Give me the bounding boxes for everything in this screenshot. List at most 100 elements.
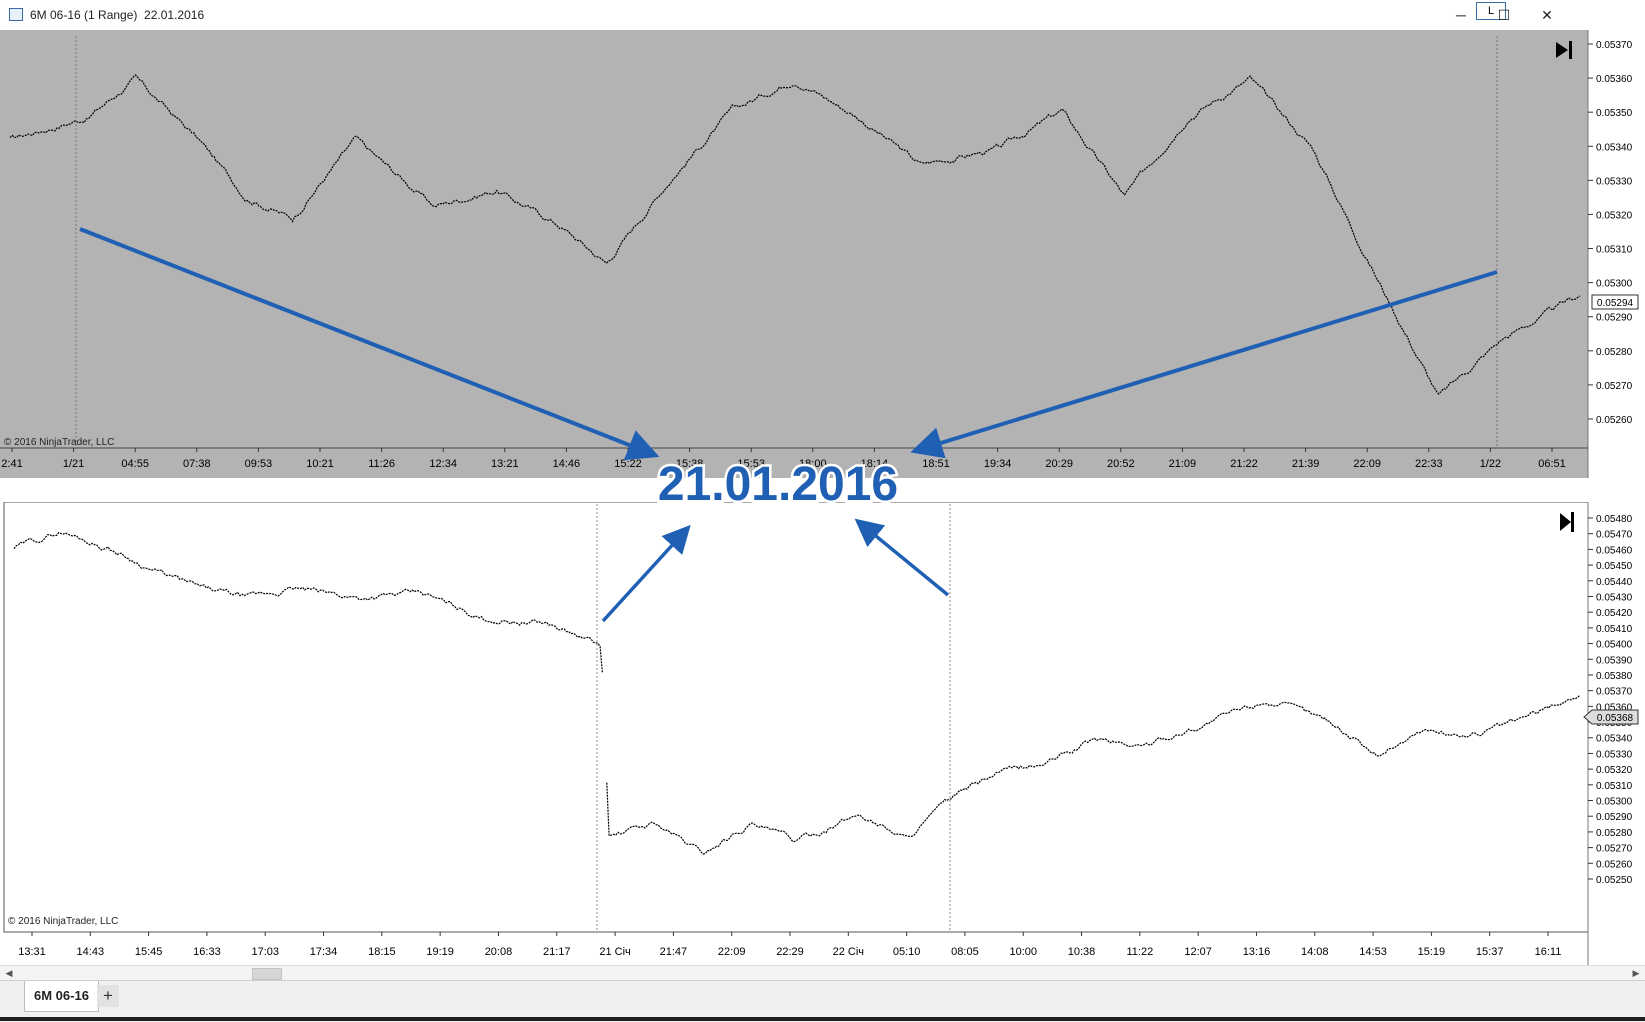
price-tick-label: 0.05280 xyxy=(1596,828,1633,839)
time-tick-label: 10:38 xyxy=(1068,946,1096,958)
time-tick-label: 11:22 xyxy=(1126,946,1153,958)
scroll-to-end-icon[interactable] xyxy=(1560,512,1574,532)
price-tick-label: 0.05330 xyxy=(1596,176,1633,187)
window-title: 6M 06-16 (1 Range) 22.01.2016 xyxy=(30,8,205,22)
bottom-chart-plot-area[interactable] xyxy=(3,502,1589,933)
price-tick-label: 0.05280 xyxy=(1596,347,1633,358)
price-tick-label: 0.05360 xyxy=(1596,74,1633,85)
time-tick-label: 13:16 xyxy=(1243,946,1271,958)
maximize-button[interactable]: ☐ xyxy=(1497,6,1511,23)
top-price-axis[interactable] xyxy=(1588,30,1645,478)
time-tick-label: 15:38 xyxy=(676,458,704,470)
time-tick-label: 18:15 xyxy=(368,946,396,958)
time-tick-label: 21:39 xyxy=(1292,458,1320,470)
tab-label: 6M 06-16 xyxy=(34,988,89,1003)
time-tick-label: 15:22 xyxy=(614,458,642,470)
bottom-current-price-marker xyxy=(1583,709,1639,725)
price-tick-label: 0.05410 xyxy=(1596,624,1633,635)
time-tick-label: 18:00 xyxy=(799,458,827,470)
time-tick-label: 20:08 xyxy=(485,946,513,958)
horizontal-scrollbar[interactable]: ◀ ▶ xyxy=(0,965,1645,981)
time-tick-label: 08:05 xyxy=(951,946,979,958)
price-tick-label: 0.05270 xyxy=(1596,381,1633,392)
time-tick-label: 15:45 xyxy=(135,946,163,958)
price-tick-label: 0.05370 xyxy=(1596,687,1633,698)
tab-6m-06-16[interactable]: 6M 06-16 xyxy=(24,981,99,1012)
time-tick-label: 15:37 xyxy=(1476,946,1504,958)
time-tick-label: 17:03 xyxy=(251,946,279,958)
price-tick-label: 0.05260 xyxy=(1596,859,1633,870)
top-copyright: © 2016 NinjaTrader, LLC xyxy=(4,437,114,448)
time-tick-label: 05:10 xyxy=(893,946,921,958)
time-tick-label: 14:43 xyxy=(77,946,105,958)
price-tick-label: 0.05300 xyxy=(1596,797,1633,808)
time-tick-label: 19:19 xyxy=(426,946,454,958)
tab-strip: 6M 06-16 + xyxy=(0,980,1645,1022)
time-tick-label: 21:47 xyxy=(660,946,688,958)
time-tick-label: 09:53 xyxy=(245,458,273,470)
scroll-left-icon[interactable]: ◀ xyxy=(5,968,13,978)
time-tick-label: 19:34 xyxy=(984,458,1012,470)
top-chart-plot-area[interactable] xyxy=(0,30,1588,478)
price-tick-label: 0.05270 xyxy=(1596,844,1633,855)
price-series-line xyxy=(13,531,1581,855)
panel-divider[interactable] xyxy=(0,478,1645,502)
close-button[interactable]: ✕ xyxy=(1541,6,1553,23)
time-tick-label: 13:21 xyxy=(491,458,519,470)
scroll-right-icon[interactable]: ▶ xyxy=(1632,968,1640,978)
price-tick-label: 0.05260 xyxy=(1596,415,1633,426)
price-tick-label: 0.05430 xyxy=(1596,592,1633,603)
time-tick-label: 2:41 xyxy=(1,458,22,470)
time-tick-label: 1/22 xyxy=(1480,458,1501,470)
time-tick-label: 10:21 xyxy=(306,458,334,470)
price-tick-label: 0.05400 xyxy=(1596,640,1633,651)
title-bar: 6M 06-16 (1 Range) 22.01.2016 L ─ ☐ ✕ xyxy=(0,0,1645,31)
bottom-current-price-label: 0.05368 xyxy=(1597,713,1634,724)
time-tick-label: 22:09 xyxy=(718,946,746,958)
top-price-chart[interactable]: 0.05370 0.05360 0.05350 0.05340 0.05330 0.053… xyxy=(0,30,1645,478)
time-tick-label: 06:51 xyxy=(1538,458,1566,470)
price-tick-label: 0.05350 xyxy=(1596,108,1633,119)
price-tick-label: 0.05330 xyxy=(1596,749,1633,760)
price-tick-label: 0.05390 xyxy=(1596,655,1633,666)
price-tick-label: 0.05470 xyxy=(1596,530,1633,541)
time-tick-label: 22:33 xyxy=(1415,458,1443,470)
time-tick-label: 15:19 xyxy=(1418,946,1446,958)
time-tick-label: 20:52 xyxy=(1107,458,1135,470)
time-tick-label: 14:46 xyxy=(553,458,581,470)
price-series-line xyxy=(9,74,1581,395)
price-tick-label: 0.05440 xyxy=(1596,577,1633,588)
price-tick-label: 0.05290 xyxy=(1596,313,1633,324)
time-tick-label: 18:14 xyxy=(861,458,889,470)
time-tick-label: 1/21 xyxy=(63,458,84,470)
price-tick-label: 0.05420 xyxy=(1596,608,1633,619)
minimize-button[interactable]: ─ xyxy=(1456,7,1466,23)
bottom-price-axis-labels: 0.05480 0.05470 0.05460 0.05450 0.05440 0.054… xyxy=(1588,514,1633,886)
time-tick-label: 21 Січ xyxy=(599,946,630,958)
time-tick-label: 22:29 xyxy=(776,946,804,958)
time-tick-label: 22 Січ xyxy=(833,946,864,958)
price-tick-label: 0.05310 xyxy=(1596,245,1633,256)
price-tick-label: 0.05310 xyxy=(1596,781,1633,792)
price-tick-label: 0.05380 xyxy=(1596,671,1633,682)
time-tick-label: 07:38 xyxy=(183,458,211,470)
price-tick-label: 0.05320 xyxy=(1596,210,1633,221)
time-tick-label: 04:55 xyxy=(121,458,149,470)
price-tick-label: 0.05300 xyxy=(1596,279,1633,290)
price-tick-label: 0.05370 xyxy=(1596,40,1633,51)
price-tick-label: 0.05480 xyxy=(1596,514,1633,525)
scroll-to-end-icon[interactable] xyxy=(1556,41,1572,59)
time-tick-label: 12:34 xyxy=(429,458,457,470)
time-tick-label: 20:29 xyxy=(1045,458,1073,470)
add-tab-button[interactable]: + xyxy=(97,985,119,1007)
time-tick-label: 22:09 xyxy=(1353,458,1381,470)
time-tick-label: 21:17 xyxy=(543,946,571,958)
link-button[interactable]: L xyxy=(1476,2,1506,20)
price-tick-label: 0.05250 xyxy=(1596,875,1633,886)
bottom-price-chart[interactable]: 0.05480 0.05470 0.05460 0.05450 0.05440 0.054… xyxy=(0,502,1645,965)
time-tick-label: 15:53 xyxy=(737,458,765,470)
time-tick-label: 21:09 xyxy=(1169,458,1197,470)
price-tick-label: 0.05450 xyxy=(1596,561,1633,572)
time-tick-label: 17:34 xyxy=(310,946,338,958)
scrollbar-thumb[interactable] xyxy=(252,968,282,980)
